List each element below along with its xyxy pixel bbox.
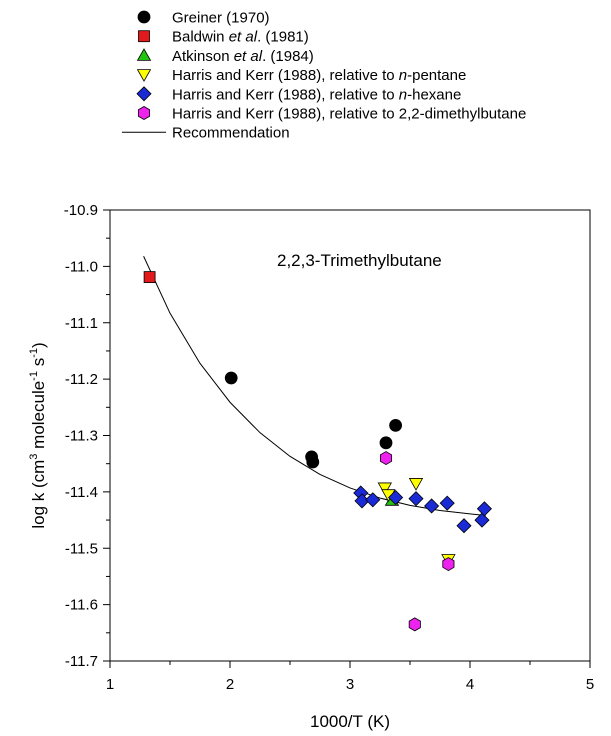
data-point-diamond xyxy=(365,492,381,508)
y-tick-label: -11.1 xyxy=(65,315,98,332)
y-axis-label: log k (cm3 molecule-1 s-1) xyxy=(28,342,48,528)
y-axis-label-mid: molecule xyxy=(29,381,48,454)
legend-entry-text: Recommendation xyxy=(172,125,290,142)
data-point-diamond xyxy=(439,495,455,511)
data-point-diamond xyxy=(388,489,404,506)
legend-entry-text: Harris and Kerr (1988), relative to xyxy=(172,67,399,84)
legend-marker-triangle-up xyxy=(136,48,152,61)
y-tick-label: -10.9 xyxy=(64,202,98,219)
data-point-circle xyxy=(224,371,238,385)
x-tick-label: 5 xyxy=(586,676,594,693)
legend-marker-circle xyxy=(137,10,151,24)
legend-entry-label: Harris and Kerr (1988), relative to n-pe… xyxy=(172,67,466,84)
legend-entry-text: Harris and Kerr (1988), relative to 2,2-… xyxy=(172,106,526,123)
ticks: 1 2 3 4 5 -10.9 -11.0 -11.1 -11.2 -11.3 -11.4 -11.5… xyxy=(64,202,594,693)
data-point-hexagon xyxy=(379,451,393,466)
data-point-circle xyxy=(379,436,393,450)
y-tick-label: -11.6 xyxy=(65,597,98,614)
y-axis-label-mid2: s xyxy=(29,358,48,371)
legend-entry-text: . (1984) xyxy=(262,48,314,65)
recommendation-curve xyxy=(143,256,486,517)
x-tick-label: 4 xyxy=(466,676,474,693)
legend-entry-text: n xyxy=(399,86,407,103)
y-tick-label: -11.7 xyxy=(65,653,98,670)
data-point-hexagon xyxy=(442,557,455,572)
legend-entry-label: Atkinson et al. (1984) xyxy=(172,48,314,65)
x-axis-label: 1000/T (K) xyxy=(310,712,390,731)
data-point-diamond xyxy=(408,491,424,507)
y-axis-label-sup2: -1 xyxy=(28,371,40,381)
y-tick-label: -11.2 xyxy=(65,371,98,388)
data-point-triangle-down xyxy=(377,482,392,496)
recommendation-curve-layer xyxy=(143,256,486,517)
data-point-diamond xyxy=(456,518,472,534)
axes xyxy=(109,209,591,662)
legend-entry-text: et al xyxy=(229,29,258,46)
data-point-circle xyxy=(306,455,320,469)
legend-entry-text: n xyxy=(399,67,407,84)
y-tick-label: -11.0 xyxy=(65,258,98,275)
legend-entry-text: -hexane xyxy=(407,86,461,103)
x-tick-label: 2 xyxy=(226,676,234,693)
data-point-circle xyxy=(389,418,403,432)
y-axis-label-prefix: log k (cm xyxy=(29,460,48,529)
legend-entry-label: Harris and Kerr (1988), relative to 2,2-… xyxy=(172,106,526,123)
plot-frame xyxy=(109,209,591,662)
x-tick-label: 3 xyxy=(346,676,354,693)
x-tick-label: 1 xyxy=(106,676,114,693)
legend-entry-text: -pentane xyxy=(407,67,466,84)
data-point-diamond xyxy=(474,512,490,528)
y-tick-label: -11.3 xyxy=(65,428,98,445)
legend-marker-hexagon xyxy=(137,106,151,120)
data-points-layer xyxy=(143,271,492,632)
chart-annotation: 2,2,3-Trimethylbutane xyxy=(277,251,442,270)
legend-entry-text: et al xyxy=(234,48,263,65)
data-point-triangle-down xyxy=(408,478,424,491)
y-tick-label: -11.4 xyxy=(65,484,98,501)
y-tick-label: -11.5 xyxy=(65,540,98,557)
legend-entry-text: Greiner (1970) xyxy=(172,10,270,27)
data-point-square xyxy=(143,271,156,283)
legend: Greiner (1970)Baldwin et al. (1981)Atkin… xyxy=(122,10,526,142)
legend-entry-label: Harris and Kerr (1988), relative to n-he… xyxy=(172,86,461,103)
legend-entry-label: Baldwin et al. (1981) xyxy=(172,29,309,46)
legend-entry-text: Atkinson xyxy=(172,48,234,65)
legend-marker-triangle-down xyxy=(136,69,152,82)
legend-marker-square xyxy=(138,30,150,43)
data-point-diamond xyxy=(476,501,492,517)
legend-entry-text: . (1981) xyxy=(257,29,309,46)
legend-marker-diamond xyxy=(136,86,152,102)
legend-entry-label: Greiner (1970) xyxy=(172,10,270,27)
data-point-diamond xyxy=(424,498,440,514)
legend-entry-text: Harris and Kerr (1988), relative to xyxy=(172,86,399,103)
y-axis-label-suffix: ) xyxy=(29,342,48,348)
y-axis-label-sup1: 3 xyxy=(28,454,40,460)
legend-entry-text: Baldwin xyxy=(172,29,229,46)
y-axis-label-sup3: -1 xyxy=(28,348,40,358)
data-point-hexagon xyxy=(408,617,421,632)
legend-entry-label: Recommendation xyxy=(172,125,290,142)
